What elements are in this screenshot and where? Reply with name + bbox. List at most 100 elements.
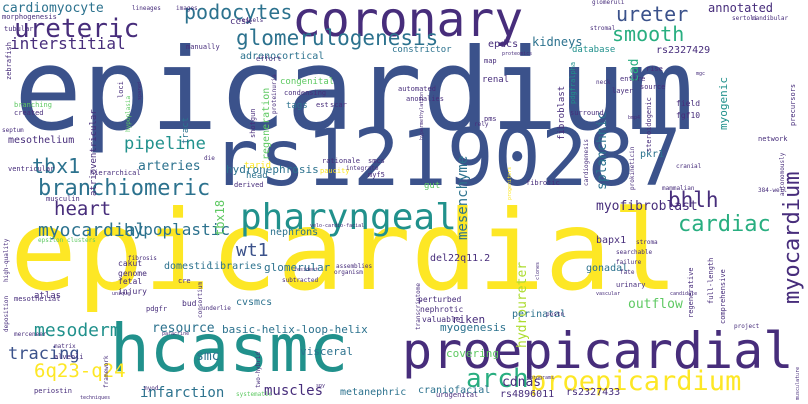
cloud-word: heart [54, 198, 112, 220]
cloud-word: two-hybrid [255, 351, 262, 388]
cloud-word: atlas [34, 291, 62, 301]
cloud-word: tags [286, 101, 308, 111]
cloud-word: hydronephrosis [226, 163, 319, 176]
cloud-word: fetal [118, 277, 143, 286]
cloud-word: glomerular [264, 261, 331, 274]
cloud-word: steroidogenic [645, 97, 653, 152]
cloud-word: head [246, 171, 268, 181]
cloud-word: cardiomyocyte [2, 1, 104, 16]
cloud-word: rely [474, 121, 489, 128]
cloud-word: anomalies [406, 95, 444, 103]
cloud-word: gut [424, 181, 441, 191]
cloud-word: pkr1 [640, 149, 665, 160]
cloud-word: rs4896011 [500, 389, 555, 400]
cloud-word: libraries [208, 261, 263, 272]
cloud-word: scar [330, 101, 347, 109]
cloud-word: framework [103, 355, 110, 388]
cloud-word: coronary [292, 0, 524, 48]
cloud-word: postn [546, 311, 565, 318]
cloud-word: metanephric [340, 387, 407, 398]
cloud-word: valuable [422, 315, 461, 324]
cloud-word: derived [234, 181, 264, 189]
cloud-word: 384-well [758, 187, 787, 194]
cloud-word: tbx1 [32, 154, 81, 178]
cloud-word: epsilon clusters [38, 237, 96, 244]
cloud-word: musculature [795, 366, 801, 400]
cloud-word: covering [446, 347, 499, 360]
cloud-word: paracrine [162, 331, 190, 337]
cloud-word: del22q11.2 [430, 253, 491, 264]
cloud-word: smc [196, 349, 220, 364]
cloud-word: myf5 [368, 171, 385, 179]
cloud-word: cakut [118, 259, 143, 268]
cloud-word: paucity [320, 167, 350, 175]
cloud-word: lineages [132, 5, 161, 12]
cloud-word: created [14, 109, 44, 117]
cloud-word: congenital [280, 77, 335, 87]
cloud-word: high-quality [3, 238, 10, 282]
cloud-word: pipeline [124, 134, 206, 154]
cloud-word: velo-cardio-facial [310, 223, 365, 229]
cloud-word: alveoli [54, 353, 84, 361]
cloud-word: mammalian [662, 185, 695, 192]
cloud-word: epicardial [10, 187, 679, 316]
cloud-word: musculin [46, 195, 80, 203]
cloud-word: rationale [322, 157, 360, 165]
cloud-word: hypoplasia [125, 95, 132, 132]
cloud-word: manually [186, 43, 220, 51]
cloud-word: pharyngeal [240, 197, 457, 238]
cloud-word: basic-helix-loop-helix [222, 323, 368, 336]
cloud-word: periostin [34, 387, 72, 395]
cloud-word: pdgfralpha [569, 61, 577, 104]
cloud-word: underlie [202, 305, 231, 312]
cloud-word: branchiomeric [38, 176, 211, 201]
cloud-word: tarid [244, 161, 272, 171]
cloud-word: myocardial [38, 220, 147, 241]
cloud-word: fate [620, 269, 635, 276]
cloud-word: splanchnic [595, 111, 610, 190]
cloud-word: rise [646, 65, 663, 73]
cloud-word: cranial [676, 163, 702, 170]
cloud-word: systematic [236, 391, 273, 398]
cloud-word: perturbed [418, 295, 462, 304]
cloud-word: searchable [616, 249, 653, 256]
cloud-word: integrate [346, 165, 379, 172]
cloud-word: hypoplastic [124, 220, 230, 239]
cloud-word: tracing [8, 344, 80, 364]
cloud-word: die [204, 155, 215, 162]
cloud-word: resident [294, 267, 319, 273]
cloud-word: wt1 [236, 240, 269, 261]
cloud-word: branching [14, 101, 52, 109]
cloud-word: deposition [3, 295, 10, 332]
cloud-word: bud [182, 299, 197, 308]
cloud-word: automated [398, 85, 436, 93]
cloud-word: nephrons [270, 227, 319, 238]
cloud-word: rs2327429 [656, 45, 711, 56]
cloud-word: layer [612, 87, 634, 95]
cloud-word: stromal [590, 25, 616, 32]
cloud-word: bmp4 [628, 115, 641, 121]
cloud-word: 6q23-q24 [34, 360, 126, 382]
cloud-word: consortium [197, 281, 204, 318]
cloud-word: sertoli [732, 15, 758, 22]
cloud-word: assemblies [336, 263, 373, 270]
cloud-word: programs [530, 375, 555, 381]
cloud-word: source [640, 83, 666, 91]
cloud-word: mgc [696, 71, 706, 77]
cloud-word: adrenocortical [240, 51, 325, 62]
cloud-word: merceneer [14, 331, 47, 338]
cloud-word: ventricular [8, 165, 55, 173]
cloud-word: hydroureter [515, 261, 530, 348]
cloud-word: glomeruli [592, 0, 625, 6]
cloud-word: network [758, 135, 788, 143]
cloud-word: hcasmc [110, 310, 349, 387]
cloud-word: mesenchyme [455, 155, 471, 240]
cloud-word: tubular [4, 25, 34, 33]
cloud-word: tbx18 [213, 199, 227, 236]
cloud-word: myogenic [717, 77, 730, 130]
cloud-word: candidate [670, 291, 698, 297]
cloud-word: ccsk [230, 17, 252, 27]
cloud-word: organism [334, 269, 363, 276]
cloud-word: database [572, 45, 616, 55]
cloud-word: ureter [616, 2, 689, 26]
